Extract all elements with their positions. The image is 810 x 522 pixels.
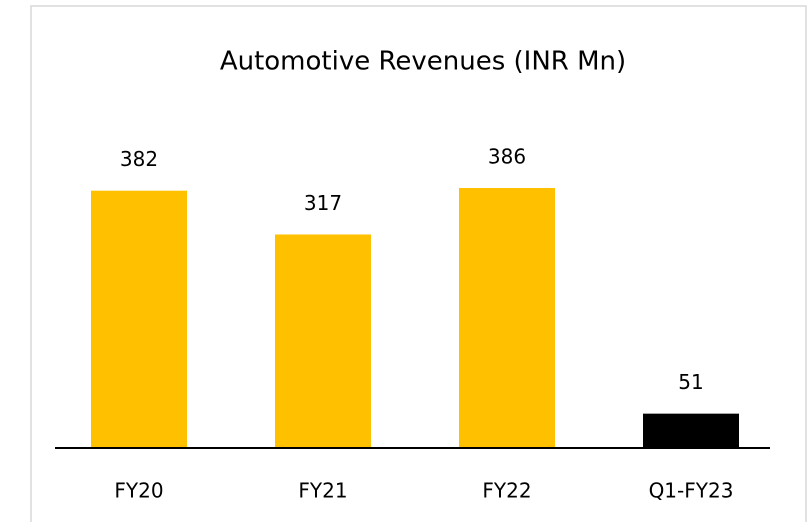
data-label: 386 — [488, 145, 526, 169]
bar — [91, 190, 187, 448]
data-label: 317 — [304, 191, 342, 215]
x-tick-label: Q1-FY23 — [649, 479, 734, 503]
bar — [643, 413, 739, 448]
bar — [459, 188, 555, 448]
x-tick-label: FY21 — [298, 479, 347, 503]
data-label: 51 — [678, 370, 703, 394]
x-tick-label: FY20 — [114, 479, 163, 503]
bar — [275, 234, 371, 448]
chart-title: Automotive Revenues (INR Mn) — [220, 47, 626, 77]
x-tick-label: FY22 — [482, 479, 531, 503]
data-label: 382 — [120, 147, 158, 171]
